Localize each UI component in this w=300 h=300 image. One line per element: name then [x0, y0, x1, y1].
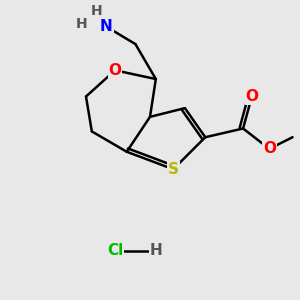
Text: H: H [90, 4, 102, 18]
Text: Cl: Cl [107, 243, 123, 258]
Text: O: O [245, 89, 258, 104]
Text: O: O [109, 63, 122, 78]
Text: H: H [76, 17, 87, 31]
Text: S: S [168, 162, 179, 177]
Text: N: N [100, 19, 113, 34]
Text: H: H [149, 243, 162, 258]
Text: O: O [263, 141, 276, 156]
